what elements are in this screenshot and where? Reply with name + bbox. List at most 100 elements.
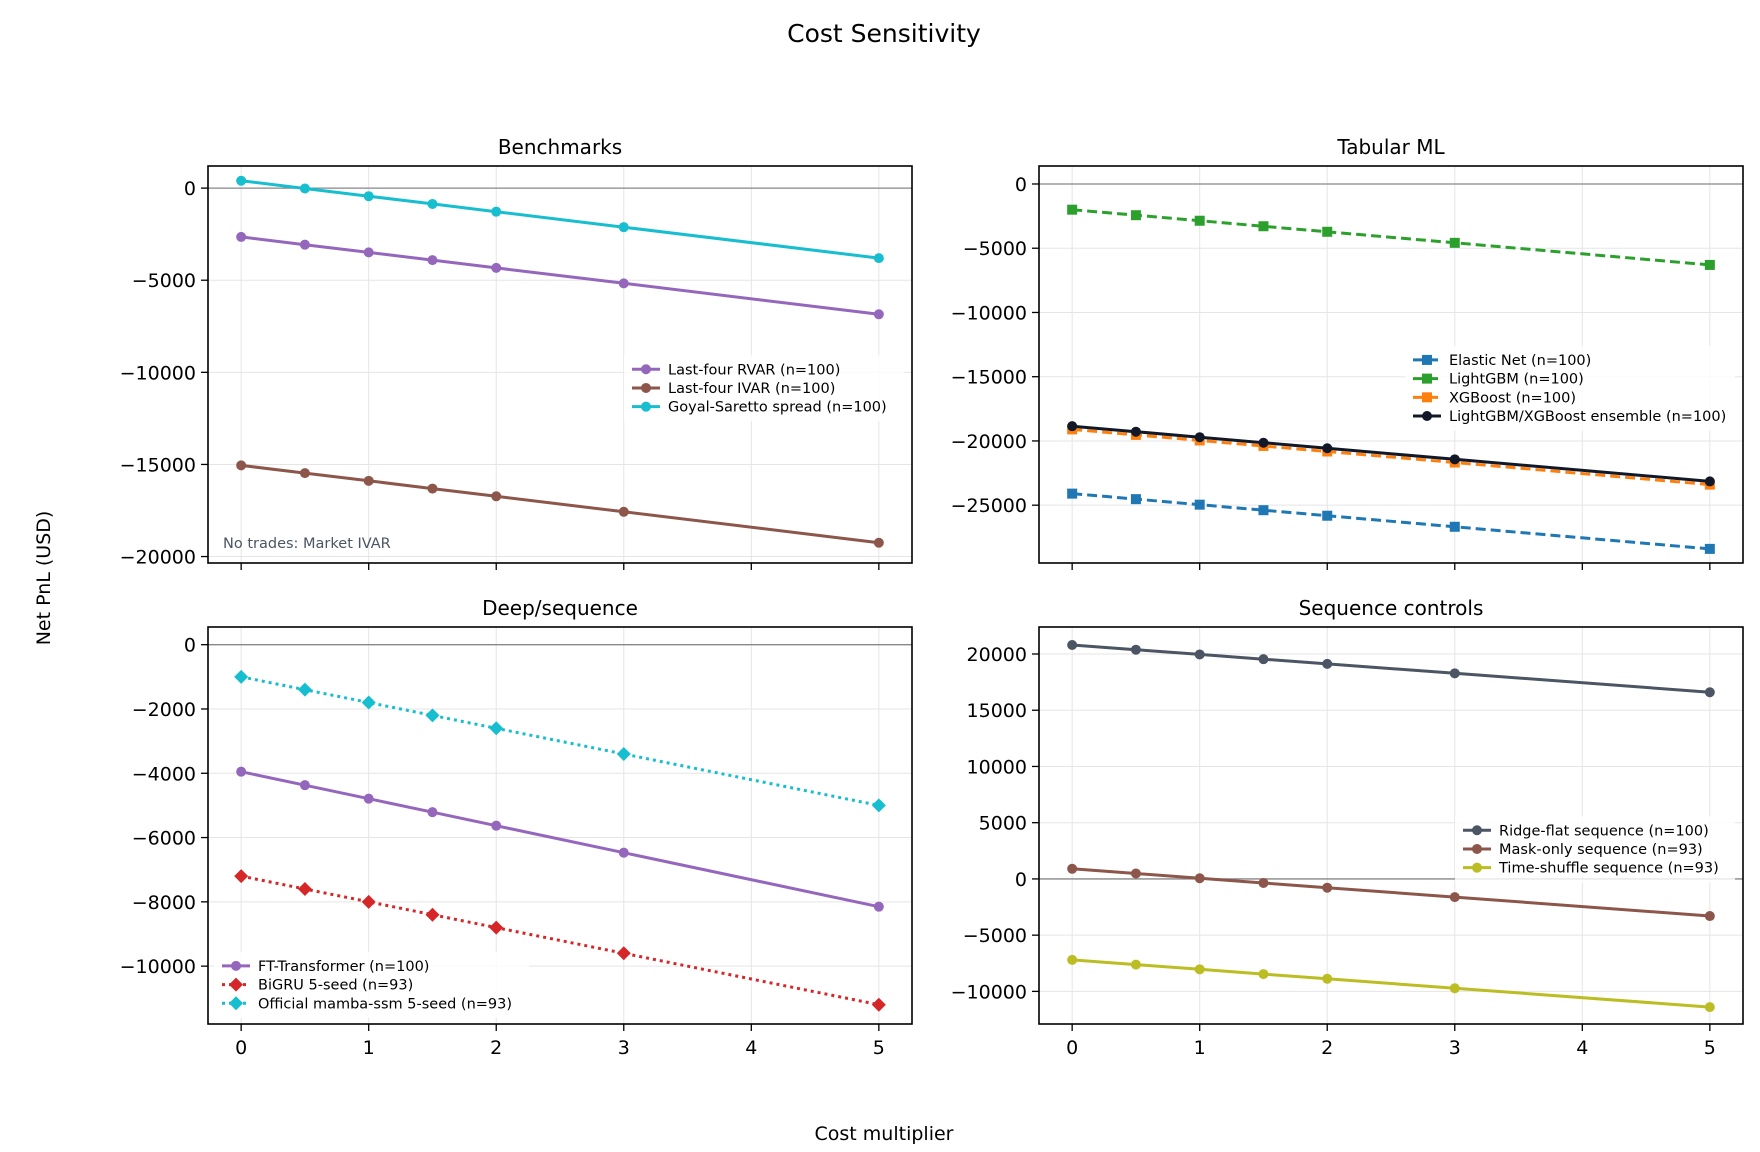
y-tick-label: −15000: [951, 367, 1027, 389]
legend-label: Ridge-flat sequence (n=100): [1499, 823, 1709, 839]
y-tick-label: −10000: [951, 981, 1027, 1003]
legend-marker: [229, 996, 243, 1011]
y-tick-label: −10000: [120, 956, 196, 978]
y-tick-label: −20000: [951, 431, 1027, 453]
data-point: [361, 695, 376, 710]
panel-title: Deep/sequence: [482, 596, 638, 620]
legend: FT-Transformer (n=100) BiGRU 5-seed (n=93…: [214, 951, 529, 1018]
data-point: [1449, 892, 1460, 903]
data-point: [1258, 221, 1269, 232]
data-point: [873, 901, 884, 912]
data-point: [297, 881, 312, 896]
data-point: [299, 183, 310, 194]
axes-frame: [1038, 626, 1744, 1025]
panel-benchmarks: 0 −5000 −10000 −15000 −20000 Benchmarks No tra…: [120, 135, 913, 570]
y-tick-label: −5000: [963, 238, 1027, 260]
data-point: [361, 894, 376, 909]
y-tick-label: −6000: [132, 828, 196, 850]
data-point: [1704, 476, 1715, 487]
data-point: [1194, 649, 1205, 660]
legend-label: Time-shuffle sequence (n=93): [1498, 861, 1719, 877]
data-point: [618, 847, 629, 858]
legend-entry: LightGBM/XGBoost ensemble (n=100): [1413, 409, 1726, 425]
legend-marker: [1422, 411, 1432, 422]
panel-deep-sequence: 0 1 2 3 4 5 0 −2000 −4000 −6000 −8000 −10000 Deep/se…: [120, 596, 913, 1059]
x-tick-label: 5: [873, 1037, 885, 1059]
y-tick-label: 15000: [967, 700, 1027, 722]
data-point: [1130, 426, 1141, 437]
data-point: [1194, 964, 1205, 975]
legend-marker: [1422, 373, 1432, 384]
y-tick-label: −20000: [120, 547, 196, 569]
data-point: [1130, 959, 1141, 970]
data-point: [236, 231, 247, 242]
legend-label: Official mamba-ssm 5-seed (n=93): [258, 996, 512, 1012]
legend-entry: XGBoost (n=100): [1413, 390, 1576, 406]
y-tick-label: 0: [1015, 869, 1027, 891]
data-point: [1258, 969, 1269, 980]
legend-label: LightGBM (n=100): [1449, 372, 1584, 388]
legend-label: Elastic Net (n=100): [1449, 353, 1591, 369]
series-last-four-rvar-n-100: [236, 231, 884, 320]
legend-label: Goyal-Saretto spread (n=100): [668, 400, 887, 416]
data-point: [491, 820, 502, 831]
data-point: [299, 468, 310, 479]
y-tick-label: 0: [1015, 174, 1027, 196]
data-point: [1130, 210, 1141, 221]
legend-label: Last-four IVAR (n=100): [668, 381, 835, 397]
data-point: [236, 766, 247, 777]
data-point: [425, 907, 440, 922]
data-point: [1130, 644, 1141, 655]
data-point: [363, 191, 374, 202]
data-point: [297, 682, 312, 697]
data-point: [1067, 421, 1078, 432]
series-last-four-ivar-n-100: [236, 460, 884, 548]
data-point: [1258, 505, 1269, 516]
data-point: [1258, 437, 1269, 448]
panel-note: No trades: Market IVAR: [223, 536, 391, 552]
legend-label: XGBoost (n=100): [1449, 390, 1576, 406]
legend-marker: [641, 382, 651, 393]
legend-label: FT-Transformer (n=100): [258, 959, 429, 975]
data-point: [1067, 204, 1078, 215]
data-point: [1322, 658, 1333, 669]
legend-box: [624, 355, 904, 422]
axes-frame: [1038, 165, 1744, 564]
panel-tabular-ml: 0 −5000 −10000 −15000 −20000 −25000 Tabular ML…: [951, 135, 1744, 570]
data-point: [236, 175, 247, 186]
figure-y-label: Net PnL (USD): [33, 511, 55, 646]
legend: Ridge-flat sequence (n=100) Mask-only seq…: [1455, 816, 1735, 883]
y-tick-label: −4000: [132, 763, 196, 785]
data-point: [299, 239, 310, 250]
data-point: [1130, 868, 1141, 879]
data-point: [873, 309, 884, 320]
legend-marker: [231, 960, 241, 971]
data-point: [1194, 873, 1205, 884]
y-tick-label: −10000: [120, 362, 196, 384]
legend-entry: BiGRU 5-seed (n=93): [222, 977, 413, 994]
legend-marker: [1472, 843, 1482, 854]
legend-entry: Last-four IVAR (n=100): [632, 381, 835, 397]
data-point: [236, 460, 247, 471]
legend-entry: LightGBM (n=100): [1413, 372, 1584, 388]
legend-marker: [641, 364, 651, 375]
y-tick-label: −5000: [132, 270, 196, 292]
data-point: [1449, 237, 1460, 248]
data-point: [363, 247, 374, 258]
x-tick-label: 1: [1194, 1037, 1206, 1059]
data-point: [616, 746, 631, 761]
data-point: [1067, 863, 1078, 874]
data-point: [427, 198, 438, 209]
series-elastic-net-n-100: [1067, 488, 1715, 554]
data-point: [427, 255, 438, 266]
legend-box: [1405, 345, 1735, 431]
y-tick-label: 0: [184, 178, 196, 200]
data-point: [1322, 226, 1333, 237]
x-tick-label: 5: [1704, 1037, 1716, 1059]
series-official-mamba-ssm-5-seed-n-93: [234, 669, 886, 813]
x-tick-label: 4: [1576, 1037, 1588, 1059]
panel-title: Sequence controls: [1299, 596, 1484, 620]
data-point: [873, 537, 884, 548]
data-point: [871, 997, 886, 1012]
